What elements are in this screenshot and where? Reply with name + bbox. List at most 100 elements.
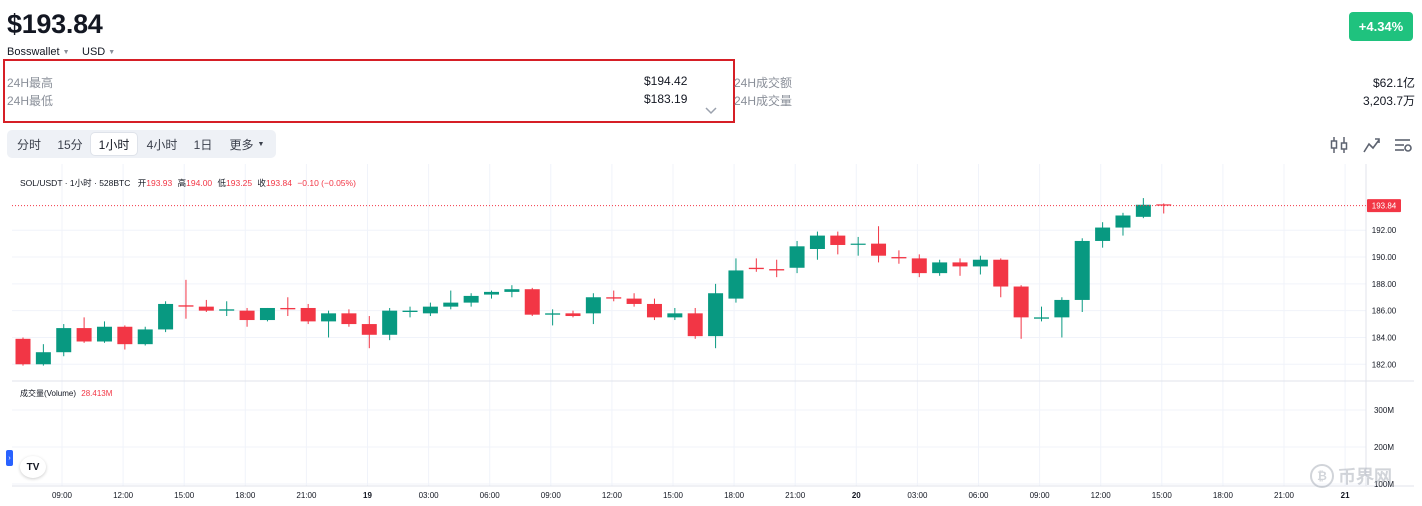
legend-low: 193.25 xyxy=(226,178,252,188)
candle-body xyxy=(178,305,194,307)
volume-legend: 成交量(Volume) 28.413M xyxy=(20,388,113,398)
volume-axis: 300M 200M 100M xyxy=(1374,406,1394,489)
candle-body xyxy=(606,297,622,299)
candle xyxy=(850,236,866,256)
price-tick-label: 190.00 xyxy=(1372,253,1397,262)
candle xyxy=(1156,203,1172,214)
candle xyxy=(1013,285,1029,339)
candle xyxy=(341,309,357,327)
high-value: $194.42 xyxy=(644,74,688,88)
volume-legend-label: 成交量(Volume) xyxy=(20,388,76,398)
time-tick-label: 06:00 xyxy=(968,491,989,500)
candle-body xyxy=(1115,215,1131,228)
candle xyxy=(1034,306,1049,322)
candle xyxy=(504,285,520,298)
candle xyxy=(56,324,72,357)
candle-body xyxy=(259,307,275,321)
tradingview-logo[interactable]: TV xyxy=(20,456,46,478)
candle-body xyxy=(789,246,805,268)
interval-tabs: 分时 15分 1小时 4小时 1日 更多 ▼ xyxy=(7,130,276,158)
candle-body xyxy=(56,328,72,353)
candle xyxy=(708,283,724,349)
caret-down-icon: ▼ xyxy=(108,48,116,56)
candle-body xyxy=(35,352,51,365)
candle-body xyxy=(545,313,561,315)
indicator-icon[interactable] xyxy=(1329,135,1349,155)
pane-handle[interactable]: › xyxy=(6,450,13,466)
tab-1d[interactable]: 1日 xyxy=(193,137,213,152)
currency-label: USD xyxy=(82,46,106,58)
candle xyxy=(891,250,907,264)
chevron-down-icon[interactable] xyxy=(704,106,718,115)
last-price-tag-bg xyxy=(1367,199,1401,213)
candle-body xyxy=(402,310,418,312)
change-badge: +4.34% xyxy=(1349,12,1413,41)
tab-15m[interactable]: 15分 xyxy=(57,137,83,152)
time-axis: 09:00 12:00 15:00 18:00 21:00 19 03:00 06:00 09:… xyxy=(52,491,1350,500)
candle-body xyxy=(361,324,377,335)
time-tick-label: 15:00 xyxy=(663,491,684,500)
candle-body xyxy=(1013,286,1029,318)
candle-body xyxy=(871,243,887,256)
chart-legend: SOL/USDT · 1小时 · 528BTC 开193.93 高194.00 … xyxy=(20,178,356,188)
tab-4h[interactable]: 4小时 xyxy=(146,137,178,152)
price-tick-label: 186.00 xyxy=(1372,307,1397,316)
coin-icon: ₿ xyxy=(1310,464,1334,488)
candle xyxy=(198,299,214,312)
candle-body xyxy=(239,310,255,321)
time-tick-label: 21 xyxy=(1341,491,1350,500)
settings-icon[interactable] xyxy=(1393,135,1413,155)
candle xyxy=(259,307,275,322)
candle xyxy=(443,290,459,310)
chart-grid xyxy=(12,164,1366,486)
currency-select[interactable]: USD ▼ xyxy=(82,46,115,58)
candle xyxy=(646,298,662,321)
candle xyxy=(565,310,581,318)
chart-type-icon[interactable] xyxy=(1362,135,1382,155)
time-tick-label: 18:00 xyxy=(1213,491,1234,500)
price-tick-label: 188.00 xyxy=(1372,280,1397,289)
candle xyxy=(809,231,825,260)
time-tick-label: 21:00 xyxy=(1274,491,1295,500)
volume-tick-label: 200M xyxy=(1374,443,1394,452)
candle-body xyxy=(932,262,948,274)
legend-open-label: 开 xyxy=(138,178,147,188)
candle-body xyxy=(300,307,316,322)
legend-open: 193.93 xyxy=(146,178,172,188)
candle xyxy=(667,307,683,321)
current-price: $193.84 xyxy=(7,9,103,39)
tab-more[interactable]: 更多 ▼ xyxy=(229,137,265,152)
time-tick-label: 09:00 xyxy=(1030,491,1051,500)
candle-body xyxy=(341,313,357,325)
exchange-select[interactable]: Bosswallet ▼ xyxy=(7,46,70,58)
time-tick-label: 03:00 xyxy=(907,491,928,500)
candle xyxy=(728,258,744,303)
candle xyxy=(239,307,255,327)
candle-body xyxy=(891,257,907,259)
candle-body xyxy=(565,313,581,317)
volume-value: 3,203.7万 xyxy=(1362,94,1415,108)
tab-1h[interactable]: 1小时 xyxy=(91,133,137,155)
candle xyxy=(1135,198,1151,219)
candle-body xyxy=(1135,204,1151,217)
watermark-text: 币界网 xyxy=(1338,467,1392,487)
candle-body xyxy=(524,289,540,315)
time-tick-label: 18:00 xyxy=(724,491,745,500)
legend-symbol: SOL/USDT · 1小时 · 528BTC xyxy=(20,178,130,188)
volume-tick-label: 300M xyxy=(1374,406,1394,415)
candle xyxy=(972,255,988,275)
candle xyxy=(361,316,377,349)
tab-time-sharing[interactable]: 分时 xyxy=(16,137,41,152)
candle xyxy=(178,279,194,319)
candle xyxy=(484,290,500,299)
caret-down-icon: ▼ xyxy=(257,140,265,148)
candle xyxy=(96,321,112,343)
price-axis: 182.00 184.00 186.00 188.00 190.00 192.00 xyxy=(1372,226,1397,369)
price-chart[interactable]: 182.00 184.00 186.00 188.00 190.00 192.00 300… xyxy=(0,164,1422,506)
candle xyxy=(952,258,968,276)
high-label: 24H最高 xyxy=(7,76,54,90)
candle-body xyxy=(809,235,825,249)
time-tick-label: 12:00 xyxy=(1091,491,1112,500)
candle-body xyxy=(443,302,459,307)
candle-body xyxy=(321,313,337,322)
